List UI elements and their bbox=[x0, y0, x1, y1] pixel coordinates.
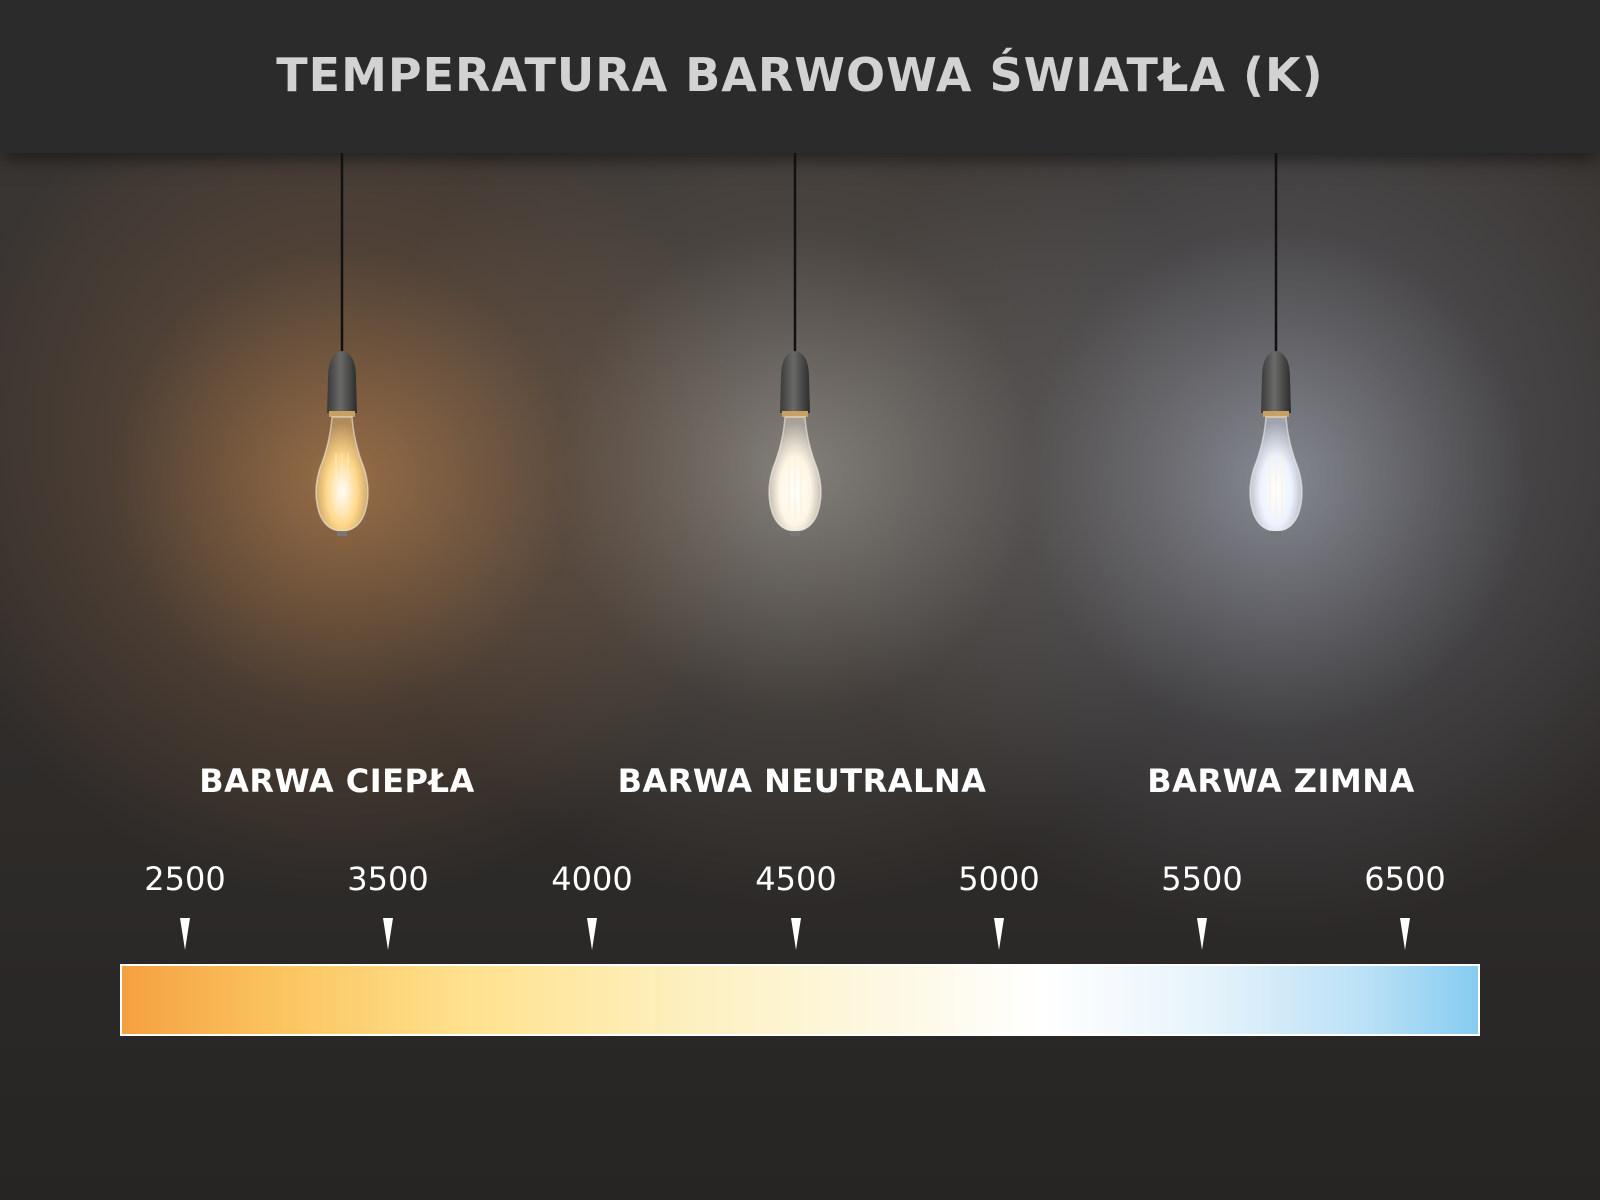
bulb-cold-icon bbox=[1236, 153, 1316, 543]
tick-label: 4500 bbox=[755, 860, 837, 898]
tick-marker bbox=[180, 918, 190, 950]
tick-label: 5500 bbox=[1161, 860, 1243, 898]
bulb-neutral-icon bbox=[755, 153, 835, 543]
tick-marker bbox=[791, 918, 801, 950]
tick-label: 2500 bbox=[144, 860, 226, 898]
tick-marker bbox=[587, 918, 597, 950]
tick-label: 4000 bbox=[551, 860, 633, 898]
tick-label: 3500 bbox=[347, 860, 429, 898]
category-label-cold: BARWA ZIMNA bbox=[1147, 762, 1415, 800]
category-label-warm: BARWA CIEPŁA bbox=[199, 762, 475, 800]
tick-marker bbox=[1197, 918, 1207, 950]
header-bar: TEMPERATURA BARWOWA ŚWIATŁA (K) bbox=[0, 0, 1600, 153]
tick-label: 6500 bbox=[1364, 860, 1446, 898]
page-title: TEMPERATURA BARWOWA ŚWIATŁA (K) bbox=[276, 47, 1324, 102]
tick-marker bbox=[1400, 918, 1410, 950]
bulb-warm-icon bbox=[302, 153, 382, 543]
tick-marker bbox=[383, 918, 393, 950]
category-label-neutral: BARWA NEUTRALNA bbox=[617, 762, 987, 800]
color-temperature-gradient-bar bbox=[120, 964, 1480, 1036]
tick-label: 5000 bbox=[958, 860, 1040, 898]
tick-marker bbox=[994, 918, 1004, 950]
